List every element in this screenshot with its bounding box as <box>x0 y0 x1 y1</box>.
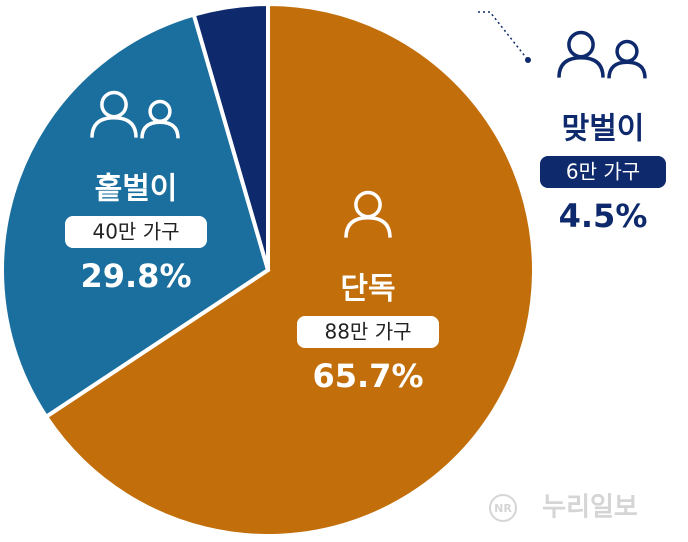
labels: 단독 88만 가구 65.7% 홑벌이 40만 가구 29.8% 맞벌이 6만 가구 4.5% <box>65 30 666 395</box>
leader-line <box>478 11 529 61</box>
person-icon-head <box>567 30 595 59</box>
slice-label: 맞벌이 6만 가구 4.5% <box>540 30 666 235</box>
person-icon-body <box>140 120 180 139</box>
percent-label: 65.7% <box>312 357 423 395</box>
person-icon-body <box>90 116 138 138</box>
category-label: 단독 <box>340 272 395 307</box>
count-label: 6만 가구 <box>566 160 640 184</box>
person-icon-head <box>615 39 639 64</box>
category-label: 홑벌이 <box>95 172 178 207</box>
person-icon-body <box>607 60 647 79</box>
watermark-logo: NR <box>494 502 512 515</box>
count-pill <box>297 316 439 348</box>
percent-label: 29.8% <box>80 257 191 295</box>
person-icon-body <box>344 216 392 238</box>
pie-slice <box>43 1 536 538</box>
slice-label: 홑벌이 40만 가구 29.8% <box>65 90 207 295</box>
category-label: 맞벌이 <box>562 112 645 147</box>
watermark-logo-ring <box>489 494 517 522</box>
leader-dot <box>525 57 531 63</box>
person-icon-body <box>557 56 605 78</box>
watermark-text: 누리일보 <box>542 493 638 523</box>
count-pill <box>540 156 666 188</box>
pie <box>0 1 536 538</box>
watermark: NR 누리일보 <box>489 493 638 523</box>
slice-label: 단독 88만 가구 65.7% <box>297 190 439 395</box>
percent-label: 4.5% <box>559 197 648 235</box>
count-label: 40만 가구 <box>92 220 179 244</box>
pie-slice <box>191 1 270 271</box>
count-label: 88만 가구 <box>324 320 411 344</box>
count-pill <box>65 216 207 248</box>
pie-slice <box>0 12 271 420</box>
